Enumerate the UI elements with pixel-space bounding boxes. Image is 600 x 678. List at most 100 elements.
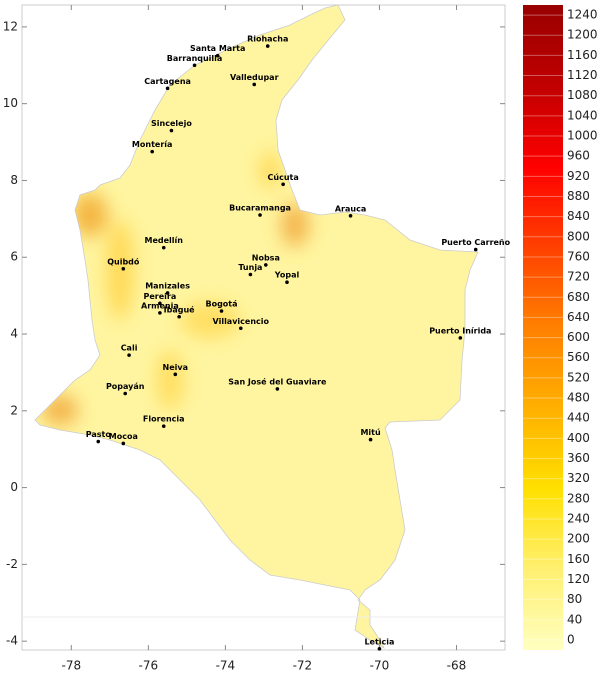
- city-label: Riohacha: [247, 35, 288, 44]
- city-label: Bogotá: [205, 299, 237, 308]
- city-marker: [150, 149, 154, 154]
- colorbar-tick-label: 840: [567, 209, 590, 223]
- city-marker: [215, 53, 220, 58]
- colorbar-tick-label: 560: [567, 350, 590, 364]
- city-marker: [252, 82, 257, 87]
- colorbar-tick-label: 320: [567, 471, 590, 485]
- city-label: Sincelejo: [151, 119, 192, 128]
- city-marker: [177, 314, 181, 319]
- city-label: Ibagué: [164, 304, 196, 314]
- city-marker: [264, 263, 268, 267]
- city-label: Cali: [121, 344, 138, 353]
- y-tick-label: 0: [10, 480, 18, 494]
- city-label: Nobsa: [252, 253, 280, 262]
- colorbar-tick-label: 400: [567, 431, 590, 445]
- x-tick-label: -70: [370, 659, 390, 673]
- city-label: Puerto Inírida: [429, 326, 491, 335]
- city-marker: [161, 245, 166, 250]
- city-marker: [285, 280, 289, 284]
- city-marker: [165, 291, 170, 295]
- city-marker: [348, 213, 353, 218]
- colorbar-tick-label: 40: [567, 612, 582, 626]
- city-label: San José del Guaviare: [228, 376, 327, 386]
- y-tick-label: 2: [10, 403, 18, 417]
- city-label: Medellín: [145, 236, 184, 245]
- x-tick-label: -68: [447, 659, 467, 673]
- colorbar-tick-label: 520: [567, 370, 590, 384]
- colorbar-tick-label: 280: [567, 491, 590, 505]
- city-marker: [158, 301, 162, 306]
- colorbar-tick-label: 880: [567, 189, 590, 203]
- city-marker: [281, 182, 285, 187]
- city-marker: [121, 441, 126, 446]
- colorbar-tick-label: 0: [567, 632, 575, 646]
- y-tick-label: 10: [3, 96, 18, 110]
- city-label: Villavicencio: [213, 317, 270, 326]
- y-tick-label: -2: [6, 557, 18, 571]
- colorbar-tick-label: 360: [567, 451, 590, 465]
- city-label: Mocoa: [109, 432, 138, 441]
- city-marker: [161, 424, 166, 428]
- colorbar-tick-label: 1040: [567, 108, 598, 122]
- city-marker: [121, 266, 126, 271]
- city-label: Barranquilla: [167, 54, 223, 63]
- colorbar-tick-label: 1240: [567, 8, 598, 22]
- city-label: Florencia: [143, 415, 185, 424]
- colorbar-tick-label: 1160: [567, 48, 598, 62]
- x-tick-label: -76: [139, 659, 159, 673]
- city-label: Manizales: [145, 281, 190, 290]
- city-label: Valledupar: [230, 73, 279, 82]
- y-tick-label: 8: [10, 173, 18, 187]
- x-tick-label: -78: [61, 659, 81, 673]
- city-label: Cartagena: [144, 77, 191, 86]
- colorbar-tick-label: 720: [567, 270, 590, 284]
- city-marker: [377, 647, 382, 651]
- y-tick-label: 12: [3, 19, 18, 33]
- city-label: Leticia: [364, 637, 394, 646]
- city-label: Puerto Carreño: [441, 238, 510, 247]
- colorbar-tick-label: 480: [567, 391, 590, 405]
- city-marker: [238, 326, 243, 331]
- city-label: Cúcuta: [268, 173, 299, 182]
- city-marker: [127, 353, 131, 357]
- colorbar-tick-label: 240: [567, 511, 590, 525]
- colorbar-tick-label: 120: [567, 572, 590, 586]
- city-marker: [96, 439, 101, 444]
- colorbar-tick-label: 1000: [567, 129, 598, 143]
- city-marker: [248, 272, 253, 277]
- y-tick-label: -4: [6, 634, 18, 648]
- colorbar-tick-label: 1080: [567, 88, 598, 102]
- colorbar-tick-label: 960: [567, 149, 590, 163]
- city-marker: [275, 387, 280, 391]
- city-label: Yopal: [274, 271, 300, 280]
- city-label: Popayán: [106, 382, 145, 391]
- city-marker: [173, 372, 178, 377]
- x-tick-label: -74: [216, 659, 236, 673]
- city-label: Tunja: [238, 263, 262, 272]
- colorbar-tick-label: 600: [567, 330, 590, 344]
- colorbar-tick-label: 680: [567, 290, 590, 304]
- colorbar-tick-label: 200: [567, 532, 590, 546]
- colorbar-tick-label: 1200: [567, 28, 598, 42]
- city-marker: [165, 86, 170, 91]
- colorbar-tick-label: 760: [567, 249, 590, 263]
- colorbar-tick-label: 800: [567, 229, 590, 243]
- colorbar: [523, 5, 563, 650]
- city-label: Arauca: [335, 204, 366, 213]
- city-marker: [458, 336, 463, 340]
- city-label: Quibdó: [107, 256, 140, 266]
- city-marker: [219, 309, 224, 313]
- city-label: Pereira: [144, 292, 177, 301]
- colorbar-tick-label: 440: [567, 411, 590, 425]
- city-marker: [368, 437, 373, 442]
- colorbar-tick-label: 160: [567, 552, 590, 566]
- colorbar-tick-label: 1120: [567, 68, 598, 82]
- city-marker: [473, 247, 478, 252]
- y-tick-label: 6: [10, 250, 18, 264]
- city-marker: [169, 128, 174, 133]
- city-label: Bucaramanga: [229, 204, 291, 213]
- city-marker: [158, 311, 162, 315]
- city-label: Montería: [132, 140, 173, 149]
- city-label: Mitú: [360, 428, 381, 437]
